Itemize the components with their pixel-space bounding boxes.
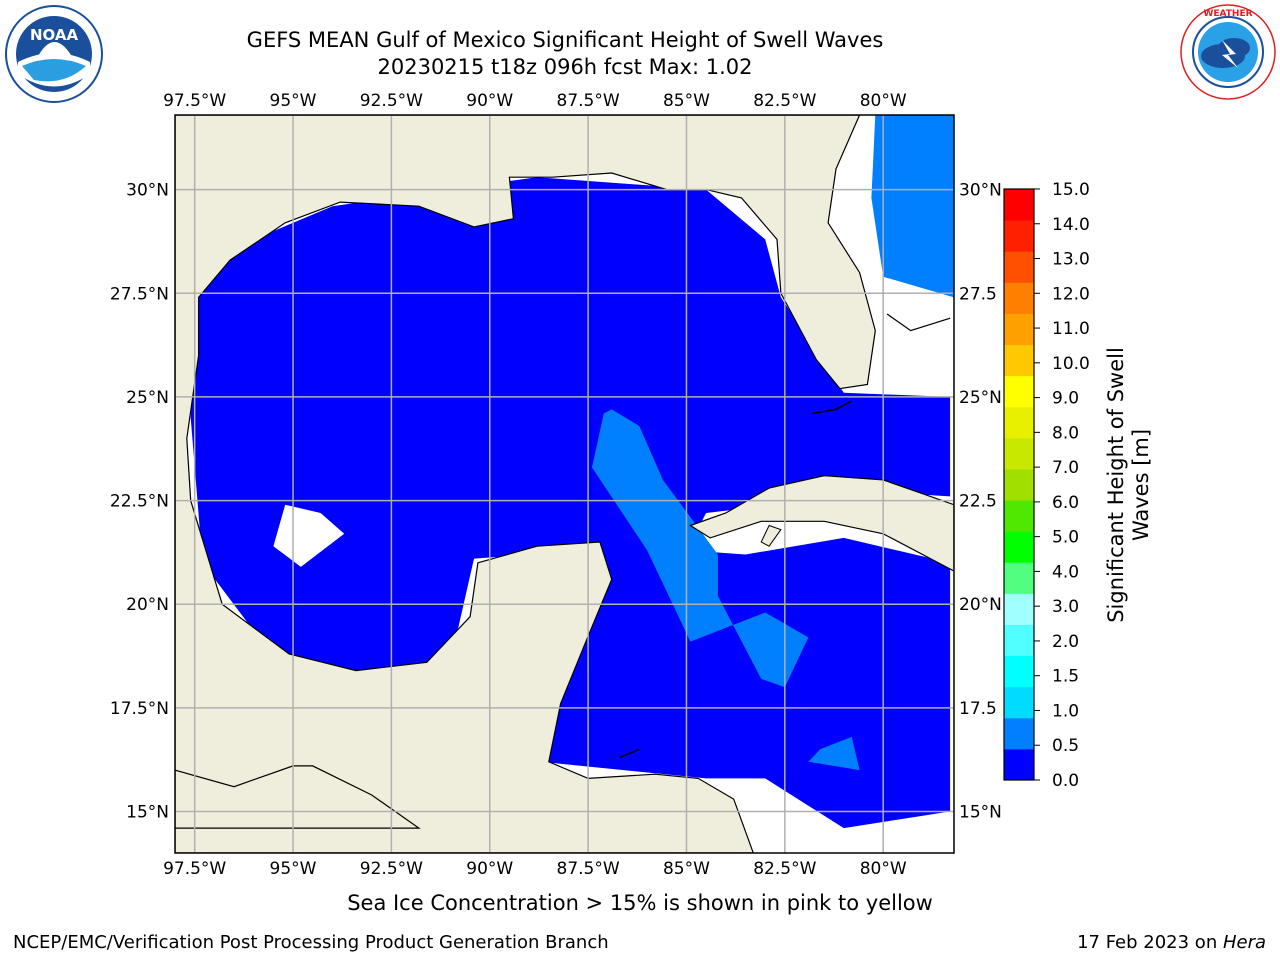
colorbar-tick-14: 12.0	[1052, 284, 1090, 304]
chart-subtitle: 20230215 t18z 096h fcst Max: 1.02	[377, 55, 753, 79]
colorbar-segment-4	[1004, 624, 1034, 657]
colorbar-segment-3	[1004, 655, 1034, 688]
colorbar-segment-16	[1004, 251, 1034, 283]
lon-tick-bottom-5: 85°W	[663, 859, 710, 879]
land-isla-juventud	[760, 524, 782, 547]
lon-tick-top-1: 95°W	[270, 91, 317, 111]
land-cuba	[689, 475, 954, 572]
lat-tick-left-5: 17.5°N	[110, 699, 169, 719]
colorbar-segment-15	[1004, 282, 1034, 314]
lat-tick-left-6: 15°N	[126, 803, 169, 823]
colorbar-tick-15: 13.0	[1052, 250, 1090, 270]
nws-logo: WEATHER	[1180, 4, 1276, 100]
lat-tick-left-2: 25°N	[126, 388, 169, 408]
svg-text:WEATHER: WEATHER	[1203, 9, 1252, 19]
swell-field-0.5-1.0-caribbean	[808, 736, 860, 771]
noaa-logo-text: NOAA	[30, 26, 79, 44]
colorbar-tick-16: 14.0	[1052, 215, 1090, 235]
lat-tick-left-0: 30°N	[126, 181, 169, 201]
colorbar-tick-17: 15.0	[1052, 180, 1090, 200]
colorbar-segment-11	[1004, 406, 1034, 439]
footer-date: 17 Feb 2023 on Hera	[1077, 932, 1266, 953]
colorbar-frame	[1003, 188, 1035, 781]
colorbar-segment-14	[1004, 313, 1034, 346]
lon-tick-top-2: 92.5°W	[360, 91, 423, 111]
lon-tick-top-3: 90°W	[466, 91, 513, 111]
lat-tick-right-6: 15°N	[959, 803, 1002, 823]
colorbar-segment-18	[1004, 189, 1034, 221]
lat-tick-right-3: 22.5	[959, 492, 997, 512]
colorbar-tick-6: 4.0	[1052, 562, 1079, 582]
colorbar-segment-7	[1004, 531, 1034, 563]
colorbar-segment-12	[1004, 375, 1034, 408]
colorbar-tick-7: 5.0	[1052, 528, 1079, 548]
colorbar-segment-9	[1004, 468, 1034, 501]
lat-tick-right-0: 30°N	[959, 181, 1002, 201]
no-data-patch	[273, 504, 345, 567]
colorbar-segment-13	[1004, 344, 1034, 377]
land-bay-islands	[619, 748, 640, 759]
lon-tick-top-5: 85°W	[663, 91, 710, 111]
colorbar-segment-1	[1004, 717, 1034, 750]
lon-tick-top-4: 87.5°W	[557, 91, 620, 111]
colorbar-segment-0	[1004, 748, 1034, 781]
chart-title: GEFS MEAN Gulf of Mexico Significant Hei…	[246, 28, 884, 52]
colorbar-segment-6	[1004, 562, 1034, 594]
map-content	[175, 115, 954, 853]
colorbar-tick-12: 10.0	[1052, 354, 1090, 374]
lat-tick-left-3: 22.5°N	[110, 492, 169, 512]
lat-tick-left-4: 20°N	[126, 595, 169, 615]
lon-tick-bottom-3: 90°W	[466, 859, 513, 879]
land-bahamas	[886, 313, 951, 332]
lat-tick-right-2: 25°N	[959, 388, 1002, 408]
colorbar-tick-4: 2.0	[1052, 632, 1079, 652]
lon-tick-bottom-2: 92.5°W	[360, 859, 423, 879]
noaa-logo: NOAA	[5, 5, 103, 103]
lon-tick-bottom-7: 80°W	[860, 859, 907, 879]
lon-tick-bottom-0: 97.5°W	[163, 859, 226, 879]
colorbar-tick-0: 0.0	[1052, 771, 1079, 791]
colorbar-label-line2: Waves [m]	[1129, 429, 1153, 541]
footer-date-text: 17 Feb 2023 on	[1077, 932, 1223, 953]
colorbar-label-line1: Significant Height of Swell	[1104, 347, 1128, 623]
colorbar-label: Significant Height of SwellWaves [m]	[1104, 347, 1153, 623]
footer-host: Hera	[1222, 932, 1266, 953]
colorbar-tick-11: 9.0	[1052, 389, 1079, 409]
lon-tick-bottom-4: 87.5°W	[557, 859, 620, 879]
colorbar-segment-10	[1004, 437, 1034, 470]
colorbar-segment-17	[1004, 220, 1034, 252]
lat-tick-right-4: 20°N	[959, 595, 1002, 615]
footer-credit: NCEP/EMC/Verification Post Processing Pr…	[13, 932, 609, 953]
swell-field-0.5-1.0	[592, 409, 809, 688]
colorbar-tick-2: 1.0	[1052, 701, 1079, 721]
lat-tick-left-1: 27.5°N	[110, 284, 169, 304]
colorbar-segment-5	[1004, 593, 1034, 625]
colorbar-tick-3: 1.5	[1052, 667, 1079, 687]
colorbar-segment-8	[1004, 500, 1034, 532]
swell-field-0.5-1.0-atlantic	[871, 115, 954, 298]
lon-tick-bottom-1: 95°W	[270, 859, 317, 879]
colorbar-tick-9: 7.0	[1052, 458, 1079, 478]
colorbar-tick-13: 11.0	[1052, 319, 1090, 339]
lat-tick-right-5: 17.5	[959, 699, 997, 719]
colorbar-segment-2	[1004, 686, 1034, 719]
colorbar-tick-10: 8.0	[1052, 423, 1079, 443]
colorbar-tick-5: 3.0	[1052, 597, 1079, 617]
lon-tick-top-6: 82.5°W	[753, 91, 816, 111]
lon-tick-bottom-6: 82.5°W	[753, 859, 816, 879]
colorbar-tick-1: 0.5	[1052, 736, 1079, 756]
map-frame	[174, 114, 955, 854]
land-florida-keys	[812, 400, 853, 415]
lon-tick-top-7: 80°W	[860, 91, 907, 111]
lon-tick-top-0: 97.5°W	[163, 91, 226, 111]
colorbar-tick-8: 6.0	[1052, 493, 1079, 513]
sea-ice-note: Sea Ice Concentration > 15% is shown in …	[347, 891, 933, 915]
lat-tick-right-1: 27.5	[959, 284, 997, 304]
